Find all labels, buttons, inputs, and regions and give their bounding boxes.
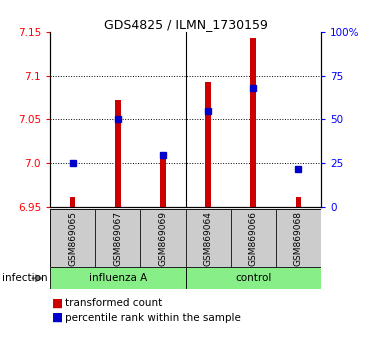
Text: GSM869068: GSM869068 bbox=[294, 211, 303, 266]
Text: GSM869067: GSM869067 bbox=[113, 211, 122, 266]
Text: GSM869066: GSM869066 bbox=[249, 211, 258, 266]
Bar bbox=[140, 209, 186, 267]
Text: transformed count: transformed count bbox=[65, 298, 162, 308]
Text: ■: ■ bbox=[52, 297, 63, 310]
Text: ■: ■ bbox=[52, 311, 63, 324]
Bar bbox=[115, 100, 121, 207]
Bar bbox=[296, 196, 301, 207]
Bar bbox=[160, 152, 165, 207]
Bar bbox=[206, 82, 211, 207]
Bar bbox=[186, 267, 321, 289]
Text: infection: infection bbox=[2, 273, 47, 283]
Bar bbox=[186, 209, 231, 267]
Bar bbox=[231, 209, 276, 267]
Title: GDS4825 / ILMN_1730159: GDS4825 / ILMN_1730159 bbox=[104, 18, 267, 31]
Text: GSM869069: GSM869069 bbox=[158, 211, 167, 266]
Bar bbox=[95, 209, 140, 267]
Text: percentile rank within the sample: percentile rank within the sample bbox=[65, 313, 241, 322]
Bar bbox=[50, 267, 186, 289]
Bar bbox=[50, 209, 95, 267]
Bar bbox=[250, 38, 256, 207]
Text: GSM869065: GSM869065 bbox=[68, 211, 77, 266]
Text: control: control bbox=[235, 273, 272, 283]
Bar bbox=[276, 209, 321, 267]
Text: influenza A: influenza A bbox=[89, 273, 147, 283]
Text: GSM869064: GSM869064 bbox=[204, 211, 213, 266]
Bar bbox=[70, 196, 75, 207]
